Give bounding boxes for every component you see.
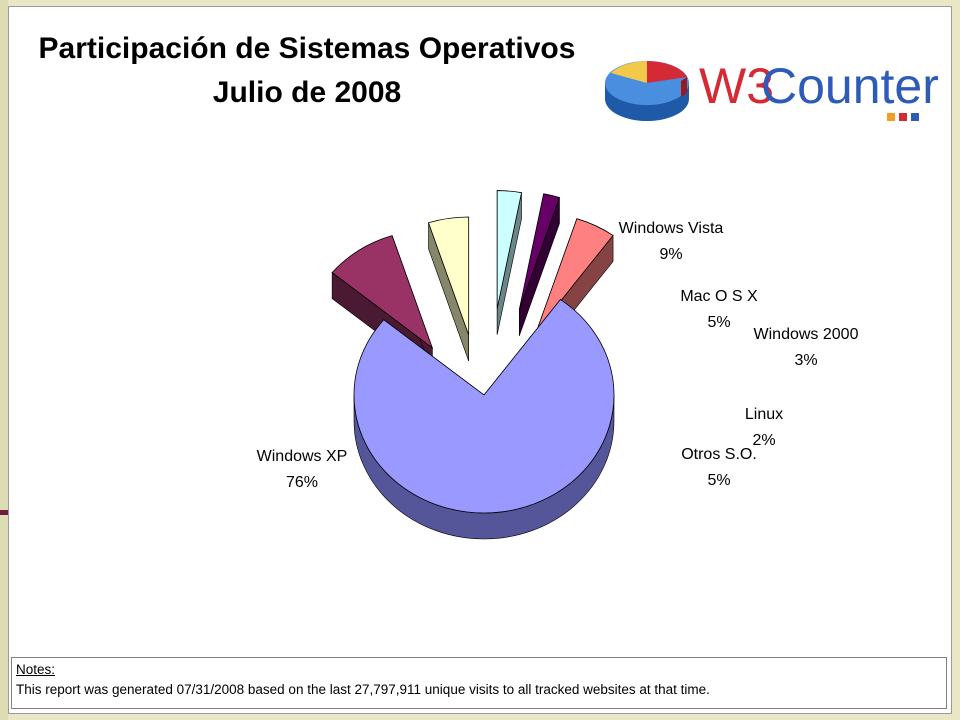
pie-slice-linux: [518, 193, 561, 336]
notes-heading: Notes:: [16, 662, 56, 677]
logo-counter-text: Counter: [761, 58, 939, 114]
pie-logo-icon: [605, 61, 689, 121]
chart-subtitle: Julio de 2008: [212, 76, 402, 109]
slice-value-linux: 2%: [752, 432, 775, 449]
pie-slice-top: [331, 235, 434, 349]
pie-chart: Windows XP 76% Windows Vista 9% Mac O S X 5% W…: [257, 190, 859, 540]
slice-label-mac-o-s-x: Mac O S X: [680, 288, 758, 305]
slide-left-mark: [0, 510, 8, 515]
slice-value-windows-xp: 76%: [286, 474, 318, 491]
pie-slice-windows-2000: [496, 190, 523, 335]
slice-value-windows-2000: 3%: [794, 352, 817, 369]
slice-label-windows-2000: Windows 2000: [754, 326, 859, 343]
pie-slice-top: [496, 190, 523, 309]
pie-slice-top: [518, 193, 561, 310]
logo-square-orange: [887, 113, 895, 121]
logo-w3-text: W3: [699, 58, 774, 114]
pie-slice-top: [353, 299, 615, 514]
slice-value-windows-vista: 9%: [659, 246, 682, 263]
slice-label-linux: Linux: [745, 406, 783, 423]
pie-slice-top: [427, 216, 470, 336]
chart-title: Participación de Sistemas Operativos: [38, 32, 576, 65]
pie-slice-mac-o-s-x: [427, 216, 470, 362]
slide-left-band: [0, 0, 8, 720]
logo-square-blue: [911, 113, 919, 121]
slice-value-otros-s-o: 5%: [707, 472, 730, 489]
pie-slice-top: [536, 218, 614, 332]
chart-title-block: Participación de Sistemas Operativos Jul…: [23, 27, 591, 115]
slice-label-windows-vista: Windows Vista: [619, 220, 724, 237]
notes-text: This report was generated 07/31/2008 bas…: [16, 682, 710, 697]
chart-frame: Participación de Sistemas Operativos Jul…: [8, 6, 952, 714]
w3counter-logo: W3 Counter: [605, 58, 939, 121]
slice-label-otros-s-o: Otros S.O.: [681, 446, 757, 463]
slice-label-windows-xp: Windows XP: [257, 448, 348, 465]
notes-box: Notes: This report was generated 07/31/2…: [11, 657, 947, 709]
slice-value-mac-o-s-x: 5%: [707, 314, 730, 331]
pie-slice-windows-xp: [353, 298, 615, 540]
logo-square-red: [899, 113, 907, 121]
